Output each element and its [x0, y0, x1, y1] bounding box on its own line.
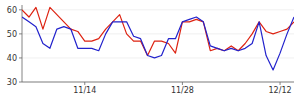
y-tick — [19, 82, 22, 83]
page: {"chart_data": {"type": "line", "categor… — [0, 0, 300, 96]
chart: 30 40 50 60 11/14 11/28 12/12 — [0, 0, 300, 96]
series-line — [22, 17, 294, 70]
x-tick-label: 12/12 — [269, 86, 292, 95]
x-tick-label: 11/14 — [73, 86, 96, 95]
x-tick — [182, 82, 183, 85]
y-grid-line — [22, 9, 294, 10]
x-tick — [280, 82, 281, 85]
y-tick-label: 60 — [7, 6, 17, 15]
y-tick-label: 40 — [7, 54, 17, 63]
y-tick-label: 50 — [7, 30, 17, 39]
plot-area — [22, 7, 294, 70]
y-tick — [19, 33, 22, 34]
y-tick-label: 30 — [7, 78, 17, 87]
y-grid-line — [22, 33, 294, 34]
y-tick — [19, 9, 22, 10]
y-grid-line — [22, 57, 294, 58]
series-line — [22, 7, 294, 55]
x-tick-label: 11/28 — [171, 86, 194, 95]
axes: 30 40 50 60 11/14 11/28 12/12 — [7, 5, 294, 95]
x-tick — [84, 82, 85, 85]
y-grid-line — [22, 82, 294, 83]
x-axis-line — [22, 82, 294, 83]
y-tick — [19, 57, 22, 58]
